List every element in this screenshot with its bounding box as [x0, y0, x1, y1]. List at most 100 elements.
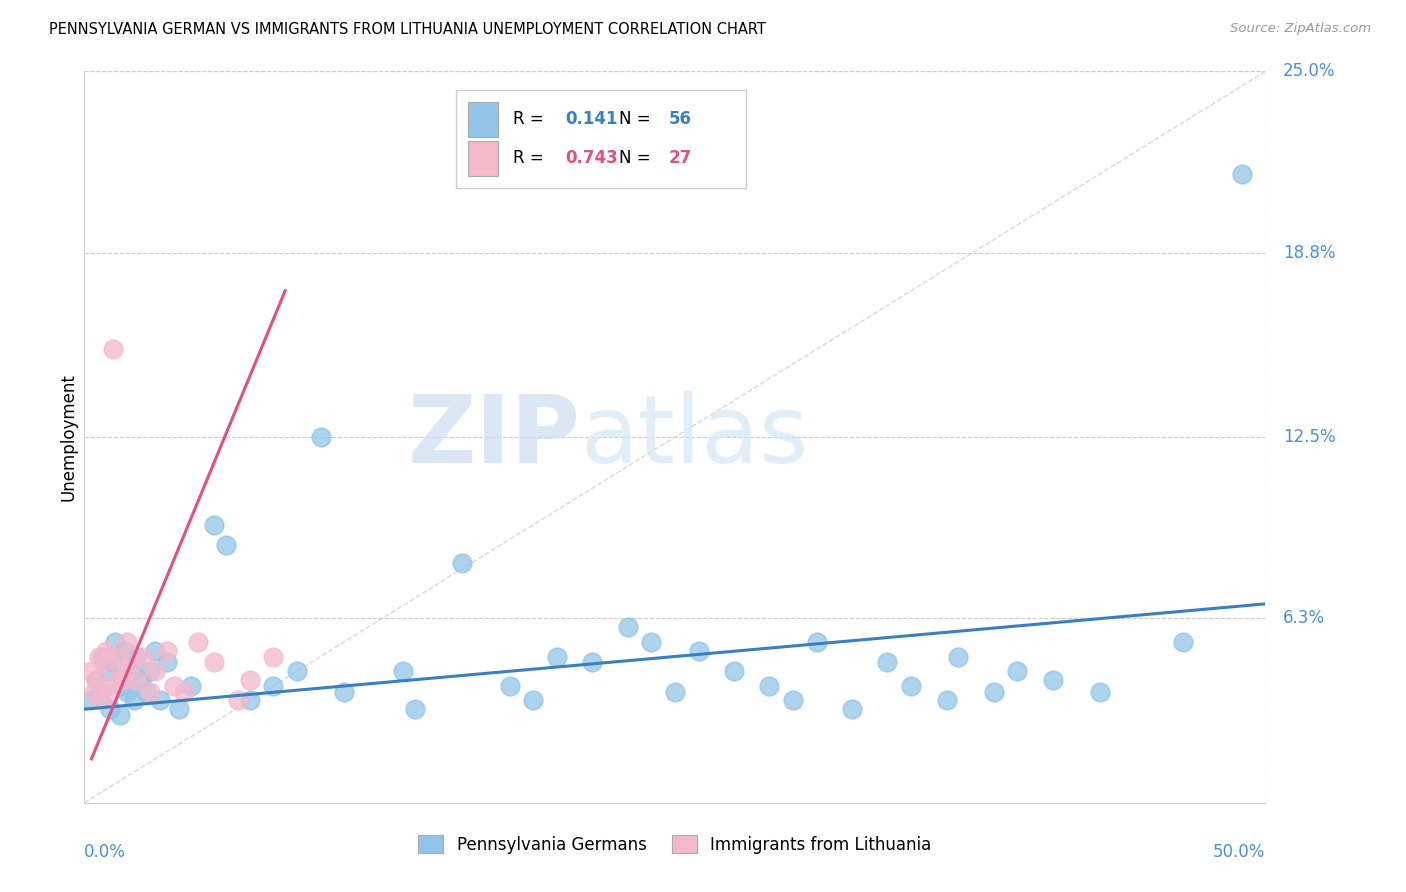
Point	[114, 643, 136, 657]
Point	[1171, 635, 1194, 649]
Point	[125, 649, 148, 664]
Point	[104, 635, 127, 649]
Text: 50.0%: 50.0%	[1213, 843, 1265, 861]
Point	[163, 679, 186, 693]
Point	[758, 679, 780, 693]
Text: N =: N =	[620, 110, 657, 128]
Point	[173, 684, 195, 698]
Point	[983, 684, 1005, 698]
Point	[94, 643, 117, 657]
Point	[1230, 167, 1253, 181]
Point	[1042, 673, 1064, 687]
Point	[101, 656, 124, 670]
Point	[139, 664, 162, 678]
Point	[132, 649, 155, 664]
Point	[90, 684, 112, 698]
Text: Source: ZipAtlas.com: Source: ZipAtlas.com	[1230, 22, 1371, 36]
Text: 0.141: 0.141	[565, 110, 617, 128]
Point	[97, 679, 120, 693]
Point	[91, 656, 114, 670]
Text: 6.3%: 6.3%	[1284, 609, 1324, 627]
Point	[122, 693, 145, 707]
Point	[84, 673, 107, 687]
Point	[90, 693, 112, 707]
Point	[202, 656, 225, 670]
Point	[143, 664, 166, 678]
Point	[900, 679, 922, 693]
Point	[226, 693, 249, 707]
Text: 56: 56	[669, 110, 692, 128]
Point	[546, 649, 568, 664]
Point	[451, 556, 474, 570]
Point	[1088, 684, 1111, 698]
Text: R =: R =	[513, 149, 550, 167]
Point	[80, 693, 103, 707]
Point	[522, 693, 544, 707]
Point	[83, 684, 105, 698]
Text: PENNSYLVANIA GERMAN VS IMMIGRANTS FROM LITHUANIA UNEMPLOYMENT CORRELATION CHART: PENNSYLVANIA GERMAN VS IMMIGRANTS FROM L…	[49, 22, 766, 37]
Point	[98, 684, 121, 698]
Point	[876, 656, 898, 670]
Point	[139, 684, 162, 698]
Point	[640, 635, 662, 649]
Point	[149, 693, 172, 707]
Point	[616, 620, 638, 634]
Text: R =: R =	[513, 110, 550, 128]
Point	[129, 673, 152, 687]
Text: 0.743: 0.743	[565, 149, 617, 167]
Point	[187, 635, 209, 649]
Point	[404, 702, 426, 716]
Point	[180, 679, 202, 693]
Point	[167, 702, 190, 716]
Point	[80, 664, 103, 678]
Point	[156, 643, 179, 657]
Point	[107, 649, 129, 664]
Point	[97, 664, 120, 678]
Point	[309, 430, 332, 444]
Point	[948, 649, 970, 664]
Point	[143, 643, 166, 657]
Point	[111, 679, 134, 693]
Text: 27: 27	[669, 149, 692, 167]
Text: N =: N =	[620, 149, 657, 167]
Point	[108, 664, 131, 678]
Point	[392, 664, 415, 678]
Point	[262, 679, 284, 693]
Text: 18.8%: 18.8%	[1284, 244, 1336, 261]
Text: 25.0%: 25.0%	[1284, 62, 1336, 80]
Point	[841, 702, 863, 716]
Point	[262, 649, 284, 664]
Point	[723, 664, 745, 678]
FancyBboxPatch shape	[468, 102, 498, 137]
Point	[935, 693, 957, 707]
Point	[239, 673, 262, 687]
Y-axis label: Unemployment: Unemployment	[59, 373, 77, 501]
Text: 12.5%: 12.5%	[1284, 428, 1336, 446]
Point	[285, 664, 308, 678]
Point	[239, 693, 262, 707]
Point	[111, 673, 134, 687]
Point	[1007, 664, 1029, 678]
Point	[108, 708, 131, 723]
Point	[101, 343, 124, 357]
Point	[782, 693, 804, 707]
FancyBboxPatch shape	[468, 141, 498, 176]
Point	[125, 673, 148, 687]
Point	[91, 649, 114, 664]
Point	[806, 635, 828, 649]
Point	[664, 684, 686, 698]
FancyBboxPatch shape	[457, 90, 745, 188]
Point	[115, 684, 138, 698]
Point	[87, 649, 110, 664]
Point	[156, 656, 179, 670]
Point	[202, 517, 225, 532]
Point	[688, 643, 710, 657]
Point	[581, 656, 603, 670]
Point	[498, 679, 520, 693]
Point	[84, 673, 107, 687]
Point	[98, 702, 121, 716]
Point	[115, 635, 138, 649]
Text: atlas: atlas	[581, 391, 808, 483]
Point	[121, 664, 143, 678]
Text: 0.0%: 0.0%	[84, 843, 127, 861]
